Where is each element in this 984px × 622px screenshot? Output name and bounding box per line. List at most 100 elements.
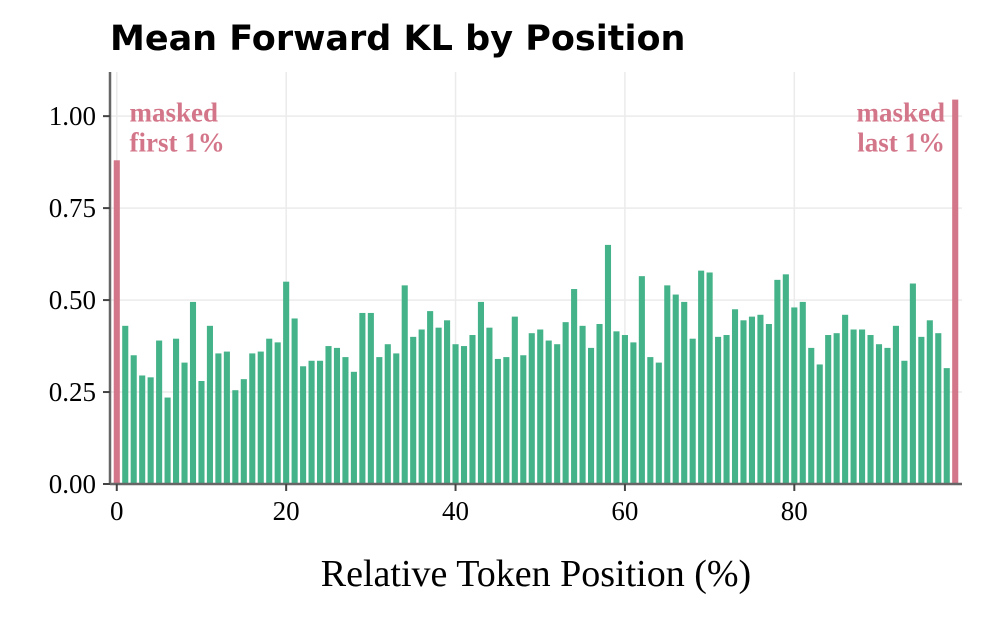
- bar: [342, 357, 349, 484]
- bar: [791, 307, 798, 484]
- bar: [520, 355, 527, 484]
- bar: [715, 336, 722, 484]
- masked-first-annotation: masked first 1%: [129, 98, 224, 158]
- bar: [647, 357, 654, 484]
- bar: [122, 325, 129, 484]
- bars-layer: [113, 99, 959, 485]
- bar: [308, 360, 315, 484]
- x-tick-label: 0: [110, 496, 124, 526]
- bar: [359, 312, 366, 484]
- bar: [588, 347, 595, 484]
- bar: [316, 360, 324, 484]
- bar: [655, 362, 662, 484]
- bar: [274, 342, 281, 484]
- bar: [257, 351, 264, 484]
- bar: [130, 355, 137, 484]
- annotation-layer: masked first 1% masked last 1%: [129, 98, 945, 158]
- bar: [554, 344, 561, 484]
- bar: [189, 301, 197, 484]
- bar: [808, 347, 815, 484]
- bar: [545, 340, 552, 484]
- bar: [943, 368, 950, 484]
- y-tick-label: 0.25: [49, 377, 96, 407]
- bar: [494, 358, 501, 484]
- x-tick-label: 80: [781, 496, 808, 526]
- bar: [613, 331, 620, 484]
- bar: [198, 381, 205, 484]
- bar: [376, 357, 383, 484]
- bar: [681, 301, 688, 484]
- y-tick-label: 0.75: [49, 193, 96, 223]
- bar: [698, 270, 705, 484]
- bar: [410, 336, 417, 484]
- bar: [850, 329, 857, 484]
- bar: [664, 285, 671, 484]
- bar: [596, 323, 603, 484]
- bar: [926, 320, 933, 484]
- x-axis-label: Relative Token Position (%): [321, 553, 751, 595]
- y-tick-label: 0.50: [49, 285, 96, 315]
- bar: [223, 351, 230, 484]
- bar: [283, 281, 290, 484]
- bar: [731, 309, 739, 484]
- bar: [240, 379, 247, 484]
- bar: [579, 325, 586, 484]
- bar: [884, 347, 891, 484]
- bar: [325, 346, 332, 484]
- bar: [833, 333, 840, 484]
- x-tick-label: 60: [611, 496, 638, 526]
- bar: [232, 390, 239, 484]
- bar: [384, 344, 391, 484]
- bar: [393, 353, 400, 484]
- bar: [291, 318, 298, 484]
- bar: [164, 397, 171, 484]
- bar: [723, 335, 730, 484]
- bar: [147, 377, 154, 484]
- bar: [816, 364, 823, 484]
- bar: [740, 320, 747, 484]
- bar: [892, 325, 899, 484]
- bar: [350, 371, 357, 484]
- bar: [249, 353, 256, 484]
- masked-bar: [952, 99, 959, 484]
- masked-last-annotation: masked last 1%: [857, 98, 946, 158]
- bar: [774, 279, 781, 484]
- bar: [765, 323, 772, 484]
- bar: [477, 301, 484, 484]
- bar: [604, 244, 612, 484]
- bar: [748, 316, 756, 484]
- bar: [503, 357, 510, 484]
- bar: [300, 366, 307, 484]
- x-tick-label: 20: [273, 496, 300, 526]
- bar: [799, 301, 806, 484]
- bar: [444, 320, 451, 484]
- annotation-line: masked: [129, 98, 218, 128]
- bar: [672, 294, 679, 484]
- bar: [418, 329, 425, 484]
- bar: [689, 338, 696, 484]
- bar: [859, 329, 866, 484]
- bar: [909, 283, 916, 484]
- chart-title: Mean Forward KL by Position: [110, 19, 685, 59]
- bar: [706, 272, 713, 484]
- bar: [918, 336, 925, 484]
- y-tick-label: 1.00: [49, 101, 96, 131]
- bar: [571, 289, 578, 484]
- bar: [435, 327, 442, 484]
- bar: [215, 353, 222, 484]
- bar: [630, 342, 637, 484]
- bar: [901, 360, 908, 484]
- bar: [469, 335, 476, 484]
- bar: [842, 314, 849, 484]
- bar: [537, 329, 544, 484]
- axes-layer: 0 20 40 60 80 0.00 0.25 0.50 0.75 1.00: [49, 72, 962, 526]
- bar: [460, 346, 468, 484]
- bar: [173, 338, 180, 484]
- bar: [825, 335, 832, 484]
- bar: [427, 311, 434, 484]
- bar: [452, 344, 459, 484]
- bar: [562, 322, 569, 484]
- bar: [206, 325, 213, 484]
- bar: [266, 338, 273, 484]
